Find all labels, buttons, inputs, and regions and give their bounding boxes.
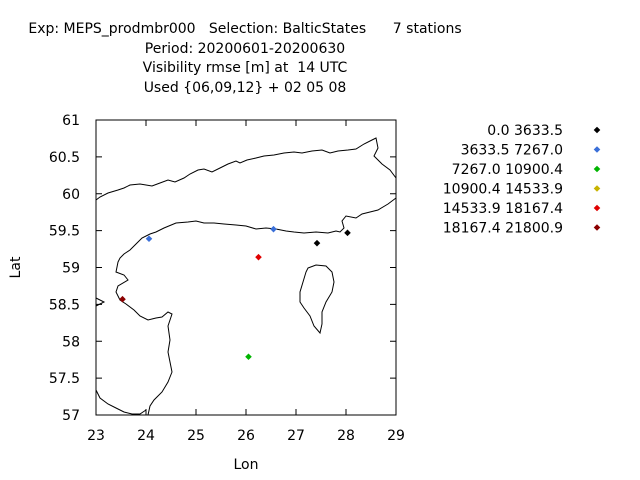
coastline-estonia (115, 197, 397, 416)
legend-label: 0.0 3633.5 (487, 123, 563, 139)
legend-marker (593, 165, 601, 173)
y-axis-label: Lat (8, 256, 24, 278)
chart-title: Exp: MEPS_prodmbr000 Selection: BalticSt… (0, 20, 490, 98)
x-tick-label: 29 (387, 428, 405, 444)
title-line-4: Used {06,09,12} + 02 05 08 (143, 79, 347, 96)
axes: 23 24 25 26 27 28 29 57 57.5 58 58.5 59 59.5 60 60.5 61… (8, 113, 405, 473)
legend-label: 7267.0 10900.4 (452, 162, 563, 178)
x-tick-label: 23 (87, 428, 105, 444)
title-line-2: Period: 20200601-20200630 (144, 40, 346, 57)
x-tick-label: 26 (237, 428, 255, 444)
y-tick-label: 57.5 (49, 371, 80, 387)
station-point (255, 253, 262, 261)
coastline-lake (299, 264, 335, 335)
station-point (344, 229, 351, 237)
y-tick-label: 57 (62, 408, 80, 424)
legend-marker (593, 224, 601, 231)
legend: 0.0 3633.5 3633.5 7267.0 7267.0 10900.4 109… (443, 123, 601, 237)
legend-marker (593, 204, 601, 212)
legend-marker (593, 126, 601, 134)
y-tick-label: 58.5 (49, 297, 80, 313)
y-tick-label: 59.5 (49, 224, 80, 240)
y-tick-label: 59 (62, 261, 80, 277)
x-tick-label: 25 (187, 428, 205, 444)
legend-label: 14533.9 18167.4 (443, 201, 563, 217)
legend-marker (593, 185, 601, 192)
x-tick-label: 24 (137, 428, 155, 444)
data-points (119, 225, 351, 361)
y-tick-label: 60 (62, 187, 80, 203)
title-line-3: Visibility rmse [m] at 14 UTC (142, 60, 348, 76)
title-line-1: Exp: MEPS_prodmbr000 Selection: BalticSt… (28, 21, 462, 37)
y-tick-label: 58 (62, 334, 80, 350)
legend-label: 10900.4 14533.9 (443, 182, 563, 198)
legend-marker (593, 146, 601, 153)
y-tick-label: 61 (62, 113, 80, 129)
station-point (145, 235, 153, 243)
y-tick-label: 60.5 (49, 150, 80, 166)
coastline-latvia (95, 389, 147, 415)
station-point (270, 225, 277, 233)
x-tick-label: 27 (287, 428, 305, 444)
x-axis-label: Lon (234, 457, 259, 473)
plot-frame (95, 119, 397, 416)
coastline-finland (95, 137, 397, 201)
legend-label: 3633.5 7267.0 (461, 143, 563, 159)
coastline (95, 137, 397, 416)
station-point (313, 239, 321, 247)
x-tick-label: 28 (337, 428, 355, 444)
station-point (119, 295, 126, 303)
legend-label: 18167.4 21800.9 (443, 221, 563, 237)
station-point (245, 353, 252, 361)
